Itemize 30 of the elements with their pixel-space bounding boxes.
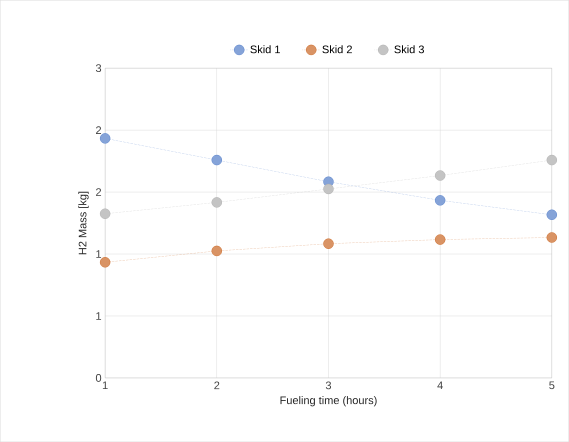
point <box>100 257 110 268</box>
point <box>434 234 446 245</box>
x-tick-label: 1 <box>102 381 108 389</box>
x-tick-label: 3 <box>326 381 332 390</box>
point <box>323 184 334 194</box>
y-tick-label: 1 <box>96 250 102 258</box>
legend-label: Skid 3 <box>394 45 424 54</box>
point <box>100 133 110 144</box>
point <box>212 154 222 166</box>
x-tick-label: 4 <box>437 381 443 389</box>
point <box>546 154 558 166</box>
point <box>546 232 558 243</box>
point <box>434 170 446 181</box>
point <box>546 210 558 220</box>
point <box>434 195 446 206</box>
legend-label: Skid 2 <box>322 45 352 54</box>
y-tick-label: 1 <box>96 312 102 320</box>
x-tick-label: 5 <box>549 381 554 390</box>
y-axis-title: H2 Mass [kg] <box>78 192 89 254</box>
point <box>323 238 334 249</box>
y-tick-label: 3 <box>96 64 102 72</box>
y-tick-label: 0 <box>96 374 102 382</box>
point <box>100 208 110 219</box>
point <box>212 197 222 208</box>
x-tick-label: 2 <box>214 381 220 390</box>
point <box>212 246 222 256</box>
legend-label: Skid 1 <box>250 45 280 54</box>
x-axis-title: Fueling time (hours) <box>280 396 377 406</box>
y-tick-label: 2 <box>96 188 102 196</box>
y-tick-label: 2 <box>96 126 102 134</box>
